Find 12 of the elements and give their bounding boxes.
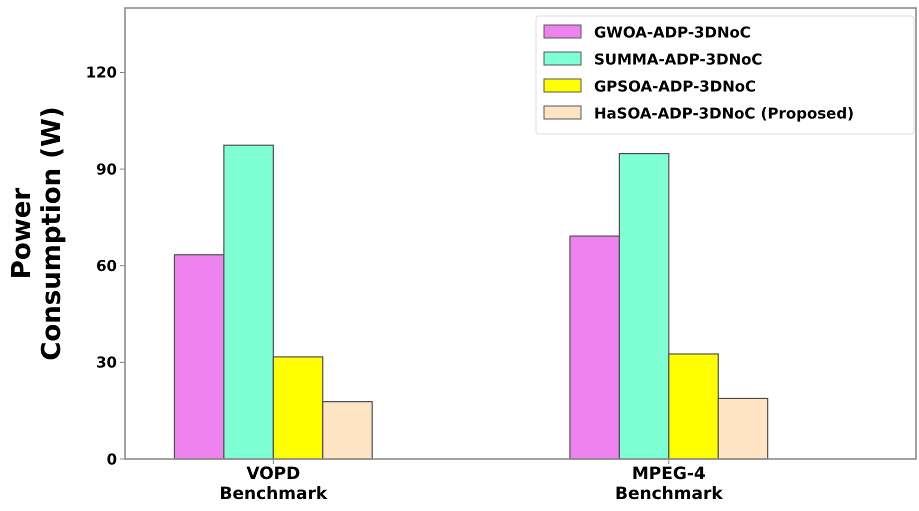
legend-label: HaSOA-ADP-3DNoC (Proposed): [594, 104, 854, 122]
x-tick-label: VOPD Benchmark: [219, 464, 328, 504]
y-tick-label: 60: [96, 256, 117, 275]
y-tick-label: 120: [86, 64, 117, 82]
legend-label: GPSOA-ADP-3DNoC: [594, 77, 756, 96]
legend-label: GWOA-ADP-3DNoC: [594, 23, 751, 42]
y-axis-title: Power Consumption (W): [7, 106, 67, 361]
y-tick-label: 30: [96, 354, 117, 372]
x-tick-label: MPEG-4 Benchmark: [614, 464, 724, 504]
legend-label: SUMMA-ADP-3DNoC: [594, 50, 762, 68]
y-tick-label: 0: [106, 450, 117, 468]
y-tick-label: 90: [96, 160, 117, 178]
